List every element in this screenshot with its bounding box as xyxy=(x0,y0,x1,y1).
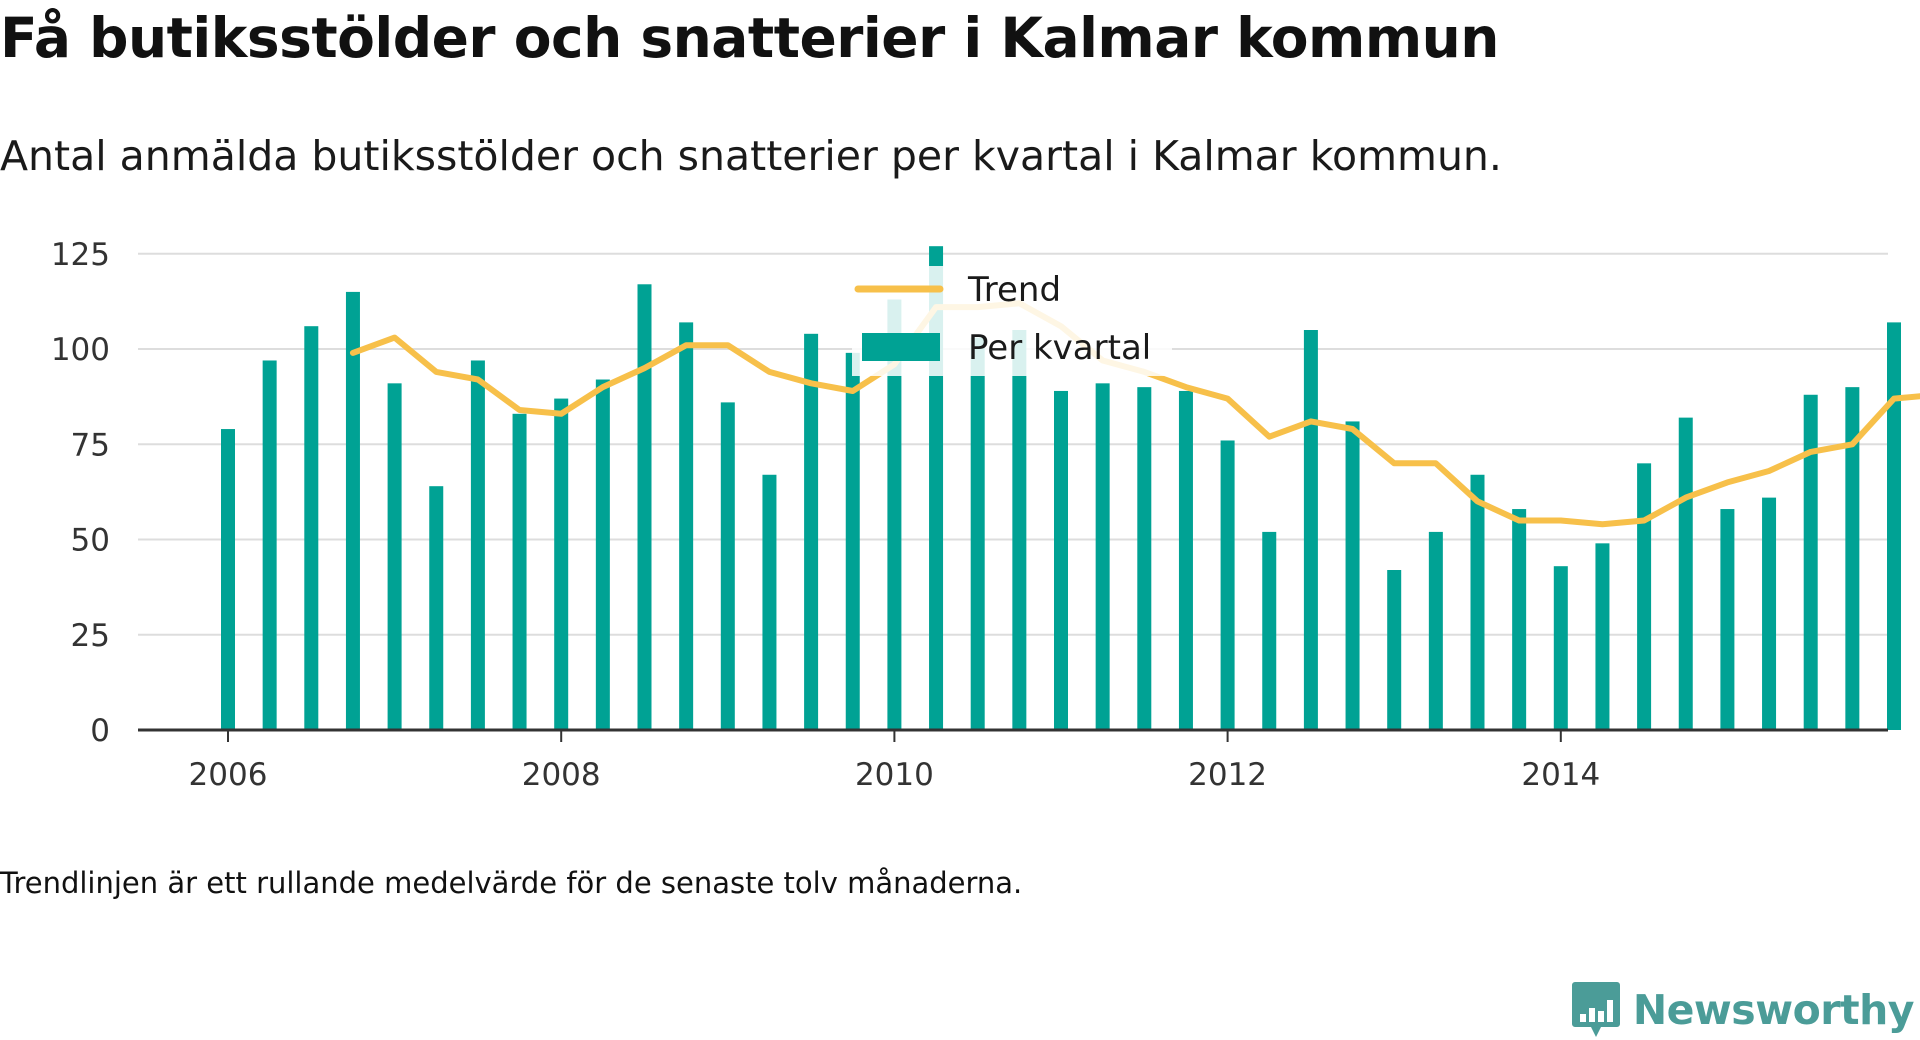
x-tick-label: 2008 xyxy=(522,757,601,793)
legend-bar-label: Per kvartal xyxy=(968,328,1151,368)
bar xyxy=(1553,566,1568,730)
y-tick-label: 25 xyxy=(71,618,110,654)
bar xyxy=(1137,387,1152,730)
bar xyxy=(429,486,444,730)
y-tick-label: 50 xyxy=(71,523,110,559)
bar xyxy=(887,299,902,730)
legend-trend-label: Trend xyxy=(967,270,1061,310)
bar xyxy=(1678,417,1693,730)
bar xyxy=(637,284,652,730)
bar xyxy=(221,429,235,730)
bar xyxy=(1012,330,1027,730)
x-tick-label: 2012 xyxy=(1188,757,1267,793)
y-tick-label: 100 xyxy=(51,332,110,368)
bar xyxy=(1845,387,1860,730)
legend-bar-swatch xyxy=(862,333,940,361)
bar xyxy=(1220,440,1235,730)
bar xyxy=(720,402,735,730)
bar xyxy=(304,326,319,730)
y-tick-label: 0 xyxy=(90,713,110,749)
bar xyxy=(387,383,402,730)
bar xyxy=(1387,570,1402,730)
x-tick-label: 2010 xyxy=(855,757,934,793)
chart-subtitle: Antal anmälda butiksstölder och snatteri… xyxy=(0,132,1502,180)
bar xyxy=(595,379,610,730)
bar xyxy=(1345,421,1360,730)
chart-title: Få butiksstölder och snatterier i Kalmar… xyxy=(0,6,1499,70)
bar xyxy=(679,322,694,730)
bar xyxy=(762,474,777,730)
x-tick-label: 2006 xyxy=(189,757,268,793)
bar xyxy=(845,352,860,730)
bar xyxy=(262,360,277,730)
bar xyxy=(1762,497,1777,730)
bar xyxy=(1887,322,1901,730)
bar xyxy=(1637,463,1652,730)
y-tick-label: 125 xyxy=(51,237,110,273)
bar xyxy=(512,413,527,730)
bar xyxy=(1595,543,1610,730)
y-axis-ticks: 0 25 50 75 100 125 xyxy=(51,237,110,749)
trend-line xyxy=(349,300,1920,528)
legend: Trend Per kvartal xyxy=(852,266,1172,376)
brand-logo[interactable]: Newsworthy xyxy=(1571,980,1915,1040)
footnote: Trendlinjen är ett rullande medelvärde f… xyxy=(0,866,1023,900)
bar xyxy=(804,333,819,730)
bar xyxy=(970,337,985,730)
bar-series xyxy=(221,246,1901,730)
bar xyxy=(345,291,360,730)
x-axis: 2006200820102012201420172019202120232025 xyxy=(138,728,1888,793)
bar xyxy=(1803,394,1818,730)
trend-series xyxy=(349,300,1920,528)
bar xyxy=(1054,390,1068,730)
bar xyxy=(1512,509,1527,730)
brand-name: Newsworthy xyxy=(1632,986,1915,1034)
bar xyxy=(554,398,569,730)
bar xyxy=(1178,390,1193,730)
bar xyxy=(1303,330,1318,730)
bar xyxy=(1470,474,1485,730)
x-tick-label: 2014 xyxy=(1521,757,1600,793)
bar-chart-speech-bubble-icon xyxy=(1571,982,1620,1037)
bar xyxy=(1262,531,1277,730)
bar xyxy=(1720,509,1735,730)
bar xyxy=(470,360,485,730)
y-tick-label: 75 xyxy=(71,427,110,463)
bar xyxy=(1095,383,1110,730)
bar xyxy=(1428,531,1443,730)
